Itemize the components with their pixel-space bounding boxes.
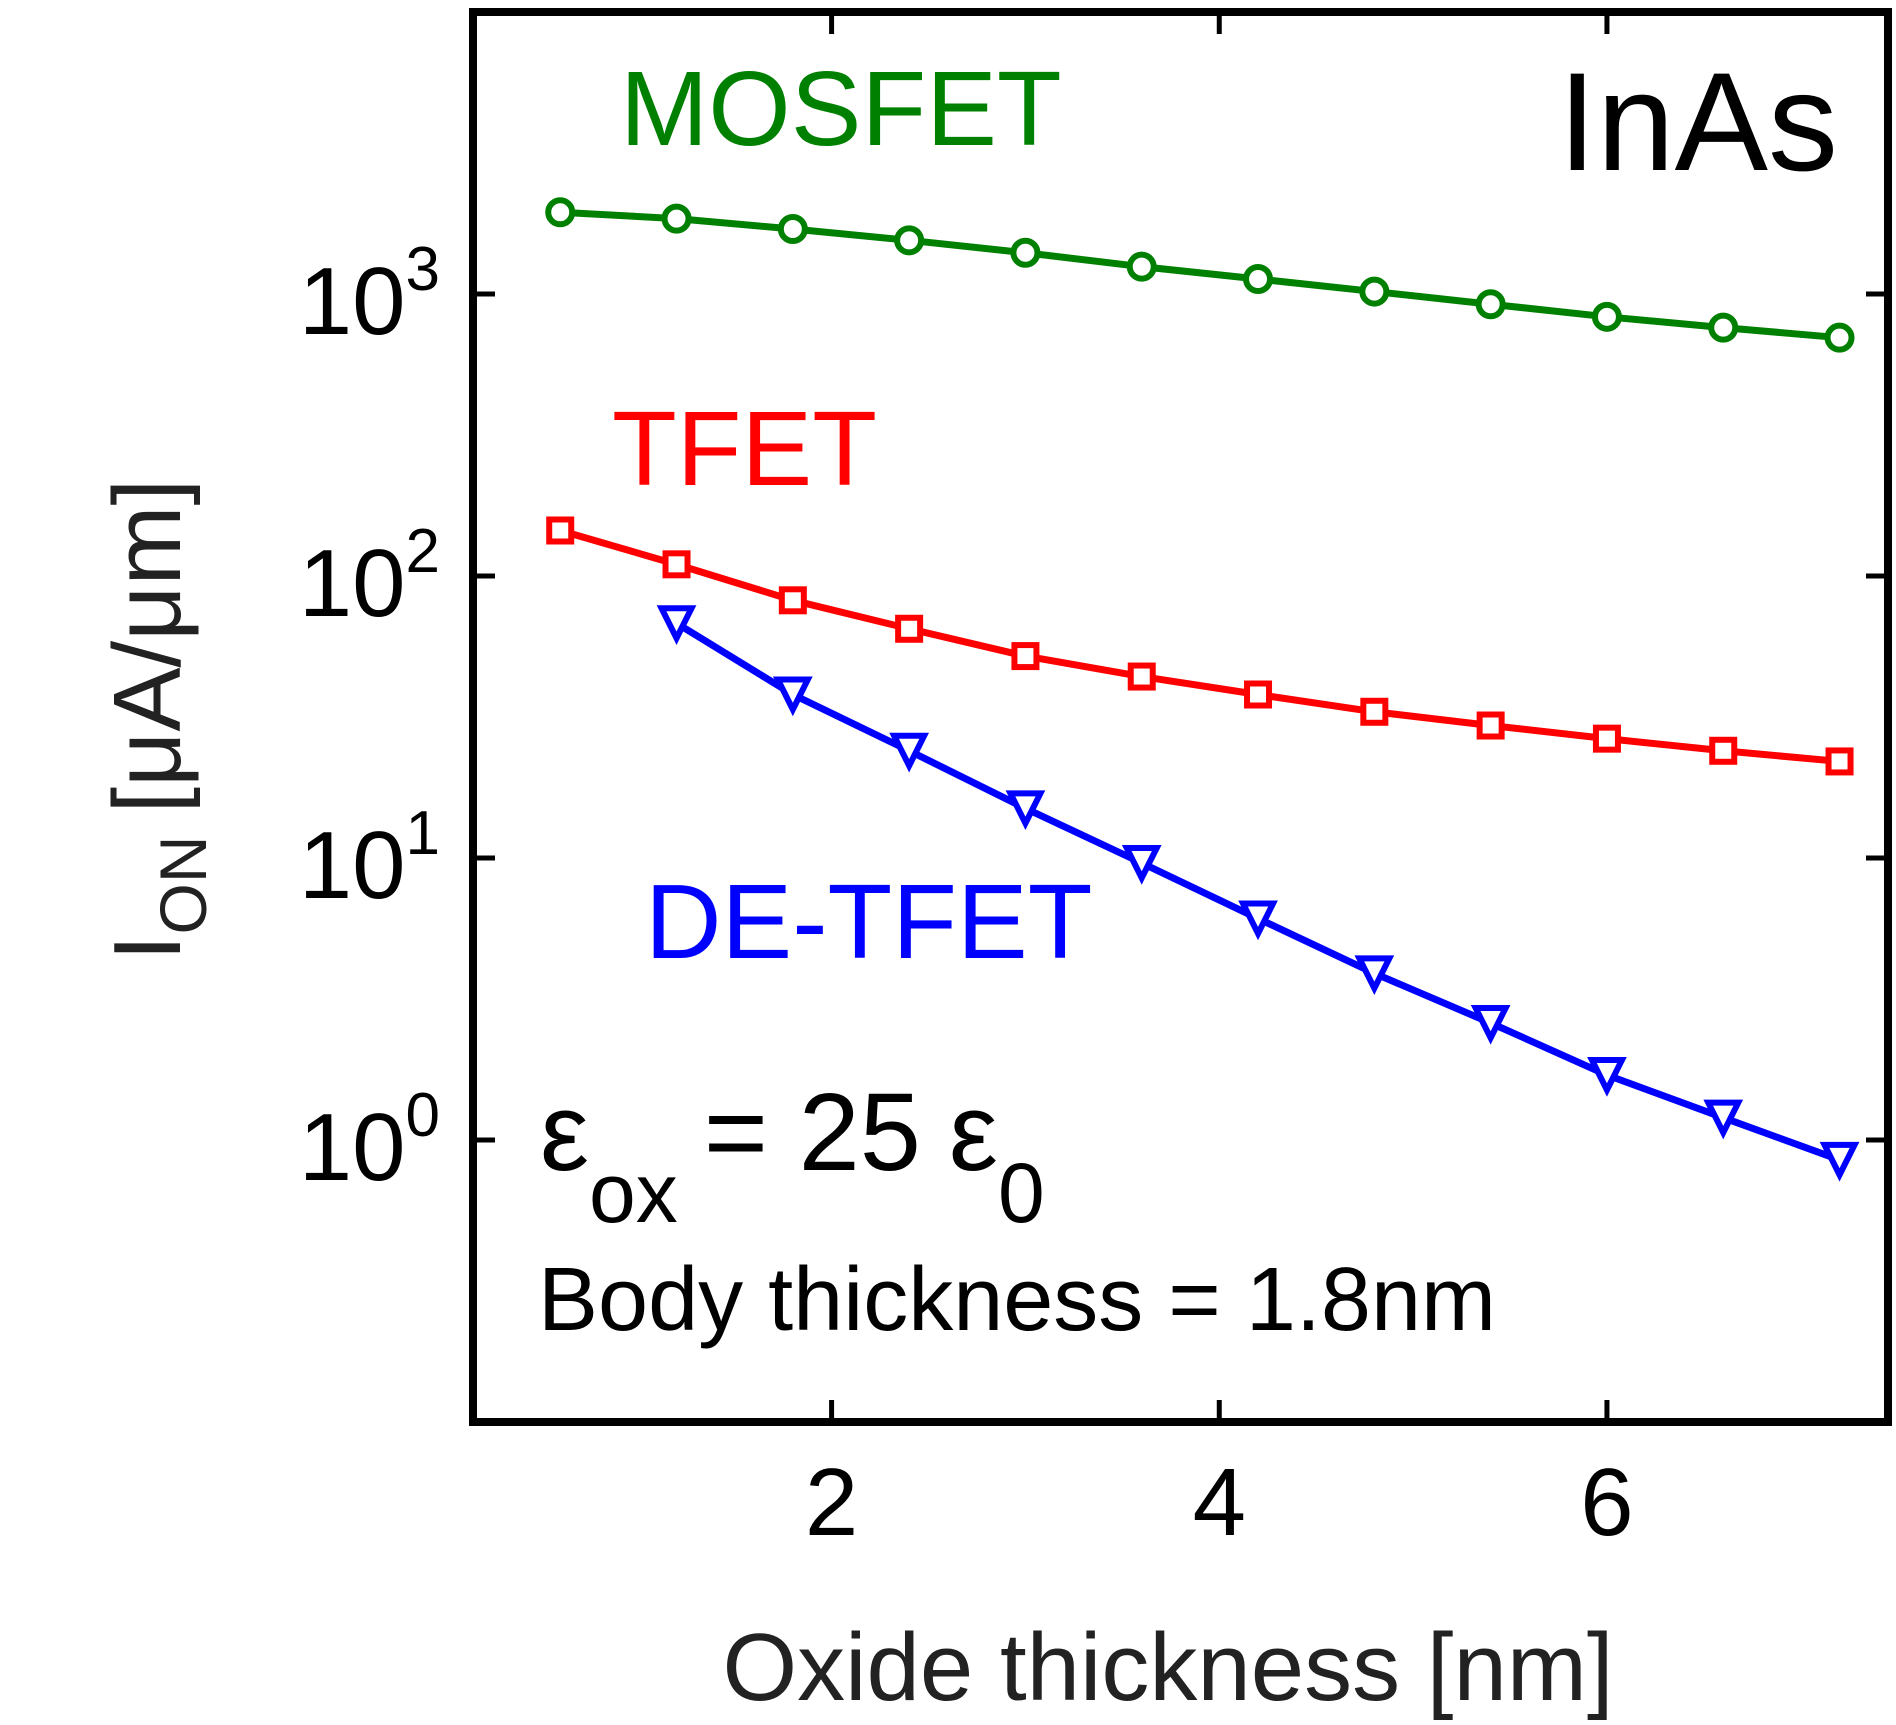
data-point bbox=[772, 676, 813, 717]
y-tick-exponent: 2 bbox=[406, 517, 440, 586]
data-point bbox=[1354, 955, 1395, 996]
data-point bbox=[895, 614, 924, 643]
data-point bbox=[1121, 844, 1162, 885]
data-point bbox=[1359, 276, 1390, 307]
epsilon-mid: = 25 bbox=[704, 1071, 921, 1194]
series-label-de-tfet: DE-TFET bbox=[645, 863, 1093, 981]
y-tick-base: 10 bbox=[299, 812, 406, 919]
series-tfet bbox=[546, 516, 1854, 776]
data-point bbox=[662, 550, 691, 579]
epsilon-zero-symbol: ε bbox=[949, 1071, 998, 1194]
data-point bbox=[1010, 237, 1041, 268]
y-tick-label-1e0: 100 bbox=[299, 1081, 440, 1201]
series-layer bbox=[545, 197, 1860, 1182]
data-point bbox=[1011, 642, 1040, 671]
data-point bbox=[656, 605, 697, 645]
x-tick-label-6: 6 bbox=[1580, 1449, 1633, 1556]
series-line-tfet bbox=[559, 527, 1840, 765]
x-axis-label: Oxide thickness [nm] bbox=[723, 1614, 1614, 1720]
annotation-body-thickness: Body thickness = 1.8nm bbox=[538, 1250, 1496, 1350]
data-point bbox=[1708, 312, 1739, 343]
data-point bbox=[1587, 1057, 1627, 1097]
y-axis-label-subscript: ON bbox=[146, 835, 220, 934]
data-point bbox=[546, 516, 575, 545]
data-point bbox=[1243, 264, 1274, 295]
y-tick-base: 10 bbox=[299, 1094, 406, 1201]
series-de-tfet bbox=[656, 605, 1860, 1182]
y-tick-label-1e3: 103 bbox=[299, 235, 440, 355]
series-label-tfet: TFET bbox=[612, 390, 877, 508]
y-tick-label-1e2: 102 bbox=[299, 517, 440, 637]
x-tick-labels: 2 4 6 bbox=[805, 1449, 1634, 1556]
y-tick-exponent: 3 bbox=[406, 235, 440, 304]
data-point bbox=[1470, 1004, 1511, 1045]
data-point bbox=[545, 197, 576, 228]
data-point bbox=[1819, 1141, 1860, 1182]
data-point bbox=[1825, 747, 1854, 776]
corner-label-inas: InAs bbox=[1558, 43, 1838, 200]
data-point bbox=[1005, 790, 1046, 831]
data-point bbox=[777, 214, 808, 245]
y-tick-exponent: 1 bbox=[406, 799, 440, 868]
data-point bbox=[1238, 900, 1278, 941]
data-point bbox=[778, 586, 807, 615]
series-mosfet bbox=[545, 197, 1855, 353]
y-tick-label-1e1: 101 bbox=[299, 799, 440, 919]
data-point bbox=[1360, 697, 1389, 726]
epsilon-zero-sub: 0 bbox=[998, 1146, 1045, 1240]
x-tick-label-2: 2 bbox=[805, 1449, 858, 1556]
data-point bbox=[1824, 322, 1855, 353]
data-point bbox=[1476, 711, 1505, 740]
y-tick-base: 10 bbox=[299, 530, 406, 637]
series-label-mosfet: MOSFET bbox=[620, 50, 1062, 168]
annotation-epsilon: εox = 25 ε0 bbox=[540, 1071, 1045, 1240]
data-point bbox=[1592, 724, 1621, 753]
x-tick-label-4: 4 bbox=[1193, 1449, 1246, 1556]
data-point bbox=[1244, 680, 1273, 709]
data-point bbox=[894, 225, 925, 256]
data-point bbox=[1703, 1099, 1744, 1140]
data-point bbox=[1126, 251, 1157, 282]
y-tick-base: 10 bbox=[299, 248, 406, 355]
y-axis-label-main: I bbox=[94, 934, 201, 961]
data-point bbox=[1475, 289, 1506, 320]
data-point bbox=[1709, 736, 1738, 765]
y-tick-exponent: 0 bbox=[406, 1081, 440, 1150]
epsilon-symbol: ε bbox=[540, 1071, 589, 1194]
y-tick-labels: 103 102 101 100 bbox=[299, 235, 440, 1201]
series-line-mosfet bbox=[560, 208, 1840, 342]
axis-ticks bbox=[473, 12, 1888, 1422]
data-point bbox=[1591, 301, 1622, 332]
data-point bbox=[889, 732, 929, 773]
data-point bbox=[1127, 662, 1156, 691]
y-axis-label: ION [μA/μm] bbox=[94, 479, 220, 961]
y-axis-label-units: [μA/μm] bbox=[94, 479, 201, 814]
plot-frame bbox=[469, 8, 1892, 1426]
data-point bbox=[661, 203, 692, 234]
epsilon-sub: ox bbox=[589, 1146, 678, 1240]
